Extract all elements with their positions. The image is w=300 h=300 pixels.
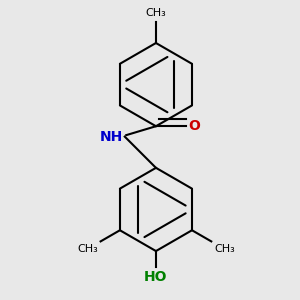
Text: HO: HO	[144, 270, 168, 284]
Text: CH₃: CH₃	[214, 244, 235, 254]
Text: NH: NH	[100, 130, 123, 144]
Text: CH₃: CH₃	[146, 8, 166, 18]
Text: CH₃: CH₃	[77, 244, 98, 254]
Text: O: O	[188, 119, 200, 133]
